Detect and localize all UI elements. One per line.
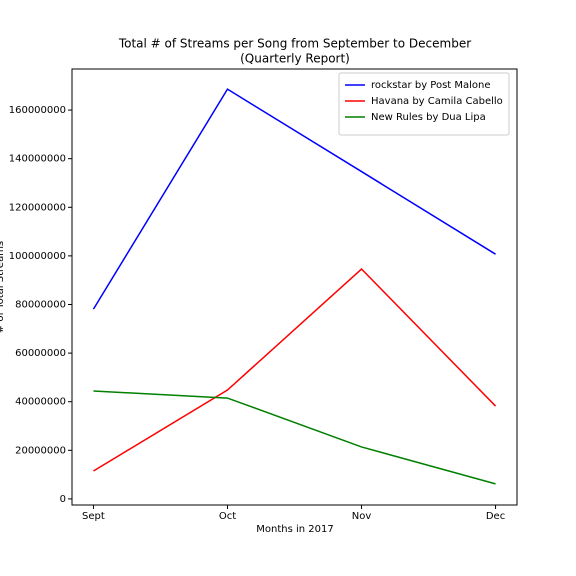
chart-title: Total # of Streams per Song from Septemb…	[118, 37, 471, 51]
chart-subtitle: (Quarterly Report)	[240, 52, 350, 66]
y-tick-label: 20000000	[15, 445, 66, 456]
x-axis-label: Months in 2017	[256, 524, 333, 535]
x-tick-label: Oct	[219, 511, 236, 522]
x-tick-label: Sept	[82, 511, 105, 522]
legend-label: Havana by Camila Cabello	[371, 96, 503, 107]
y-tick-label: 120000000	[9, 202, 66, 213]
y-tick-label: 60000000	[15, 348, 66, 359]
series-line	[92, 88, 496, 310]
series-line	[93, 390, 496, 485]
legend-frame	[338, 72, 510, 136]
x-tick-label: Dec	[486, 511, 505, 522]
y-tick-label: 140000000	[9, 154, 66, 165]
legend-label: New Rules by Dua Lipa	[371, 112, 486, 123]
legend: rockstar by Post Malone Havana by Camila …	[338, 72, 510, 136]
legend-label: rockstar by Post Malone	[371, 80, 491, 91]
series-line	[93, 267, 497, 472]
x-tick-label: Nov	[352, 511, 372, 522]
y-tick-label: 80000000	[15, 299, 66, 310]
y-tick-label: 160000000	[9, 105, 66, 116]
y-tick-label: 0	[60, 494, 66, 505]
y-tick-label: 40000000	[15, 397, 66, 408]
plot-frame	[71, 68, 518, 506]
y-axis-label: # of Total Streams	[0, 241, 6, 333]
y-tick-label: 100000000	[9, 251, 66, 262]
